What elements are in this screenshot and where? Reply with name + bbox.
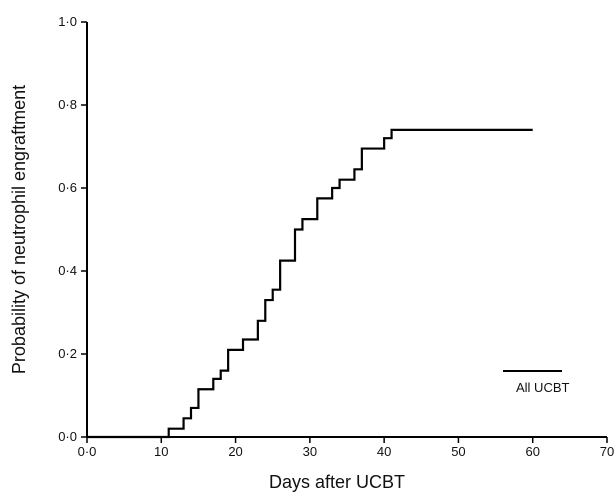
series-line-all-ucbt: [87, 128, 533, 439]
y-tick-label: 0·4: [58, 263, 77, 278]
x-tick-label: 70: [600, 444, 614, 459]
y-ticks: 0·0 0·2 0·4 0·6 0·8 1·0: [58, 14, 87, 444]
y-tick-label: 0·6: [58, 180, 77, 195]
y-axis-title: Probability of neutrophil engraftment: [9, 85, 29, 374]
y-tick-label: 0·0: [58, 429, 77, 444]
x-ticks: 0·0 10 20 30 40 50 60 70: [78, 437, 614, 459]
x-tick-label: 30: [303, 444, 317, 459]
x-tick-label: 20: [228, 444, 242, 459]
x-tick-label: 40: [377, 444, 391, 459]
legend-label-all-ucbt: All UCBT: [516, 380, 570, 395]
legend: All UCBT: [503, 370, 570, 395]
x-tick-label: 10: [154, 444, 168, 459]
axes: [86, 22, 607, 438]
y-tick-label: 0·8: [58, 97, 77, 112]
x-tick-label: 60: [525, 444, 539, 459]
x-tick-label: 0·0: [78, 444, 97, 459]
y-tick-label: 0·2: [58, 346, 77, 361]
x-tick-label: 50: [451, 444, 465, 459]
y-tick-label: 1·0: [58, 14, 77, 29]
x-axis-title: Days after UCBT: [269, 472, 405, 492]
